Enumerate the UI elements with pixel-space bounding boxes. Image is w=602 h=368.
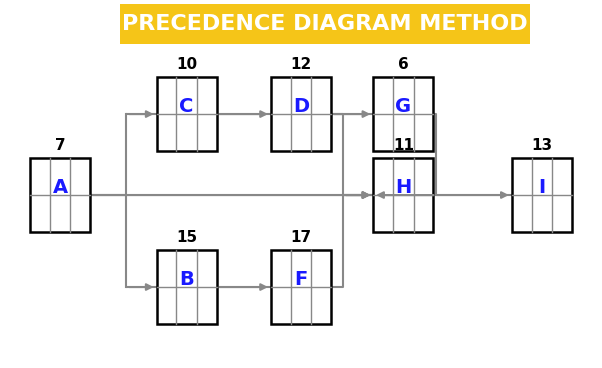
Text: 12: 12 <box>290 57 312 72</box>
Bar <box>271 250 331 324</box>
Text: 17: 17 <box>290 230 312 245</box>
Bar <box>271 77 331 151</box>
Text: F: F <box>294 270 308 289</box>
Text: A: A <box>52 178 68 197</box>
Text: G: G <box>396 97 411 116</box>
Bar <box>120 4 530 44</box>
Bar <box>157 250 217 324</box>
Text: D: D <box>293 97 309 116</box>
Text: B: B <box>179 270 194 289</box>
Text: 6: 6 <box>398 57 409 72</box>
Text: H: H <box>396 178 411 197</box>
Text: PRECEDENCE DIAGRAM METHOD: PRECEDENCE DIAGRAM METHOD <box>122 14 528 34</box>
Text: 7: 7 <box>55 138 66 153</box>
Text: 11: 11 <box>393 138 414 153</box>
Bar <box>373 77 433 151</box>
Text: 10: 10 <box>176 57 197 72</box>
Text: 13: 13 <box>531 138 553 153</box>
Text: I: I <box>538 178 545 197</box>
Bar <box>157 77 217 151</box>
Text: C: C <box>179 97 194 116</box>
Bar <box>373 158 433 232</box>
Text: 15: 15 <box>176 230 197 245</box>
Bar <box>30 158 90 232</box>
Bar <box>512 158 572 232</box>
